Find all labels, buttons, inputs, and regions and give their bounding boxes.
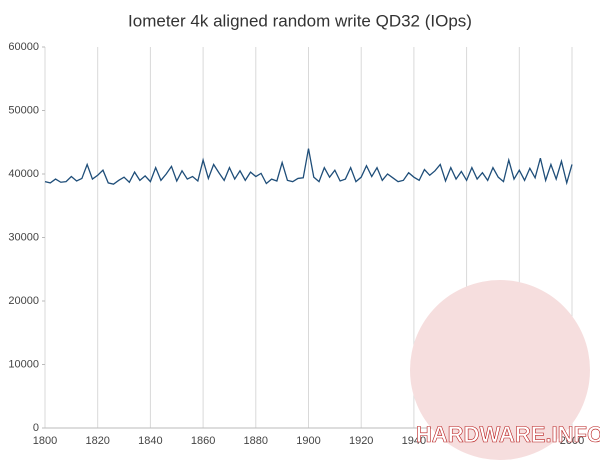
y-tick-label: 40000 xyxy=(8,168,39,180)
x-tick-label: 1940 xyxy=(402,435,426,447)
x-tick-label: 2000 xyxy=(560,435,584,447)
x-tick-label: 1880 xyxy=(244,435,268,447)
y-tick-label: 50000 xyxy=(8,104,39,116)
x-tick-label: 1860 xyxy=(191,435,215,447)
y-tick-label: 0 xyxy=(33,422,39,434)
watermark: HARDWARE.INFO xyxy=(416,422,600,447)
watermark-logo xyxy=(410,280,590,460)
chart-title: Iometer 4k aligned random write QD32 (IO… xyxy=(128,11,472,30)
x-tick-label: 1820 xyxy=(85,435,109,447)
y-tick-label: 20000 xyxy=(8,295,39,307)
x-tick-label: 1900 xyxy=(296,435,320,447)
data-line xyxy=(44,148,573,186)
x-tick-label: 1920 xyxy=(349,435,373,447)
y-tick-label: 60000 xyxy=(8,41,39,53)
y-tick-label: 10000 xyxy=(8,358,39,370)
y-tick-label: 30000 xyxy=(8,231,39,243)
x-tick-label: 1840 xyxy=(138,435,162,447)
x-tick-label: 1800 xyxy=(33,435,57,447)
